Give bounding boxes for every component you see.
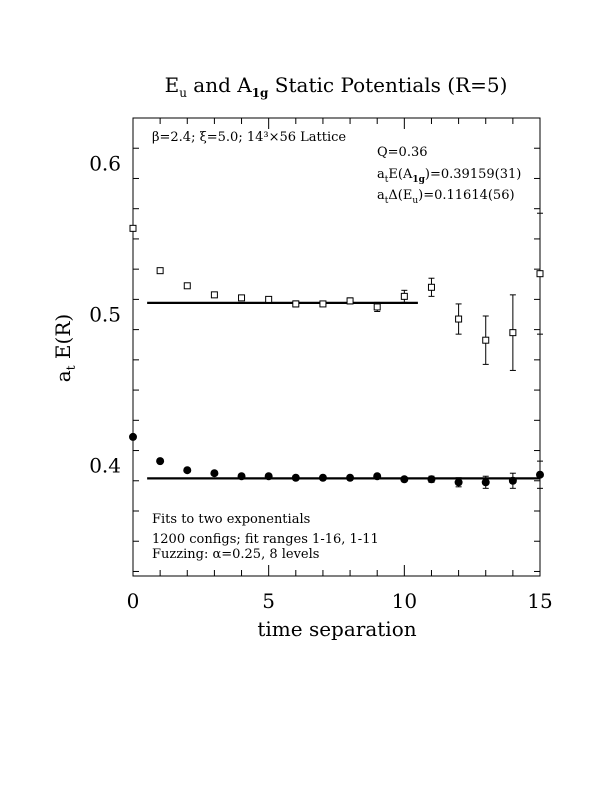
data-point-circle (291, 473, 300, 482)
energy-pre: a (377, 167, 385, 182)
data-point-circle (481, 478, 490, 487)
annotation-gap: atΔ(Eu)=0.11614(56) (377, 188, 515, 206)
data-point-circle (508, 476, 517, 485)
title-sub: u (179, 86, 187, 100)
data-point-circle (536, 470, 544, 479)
x-tick-label: 5 (262, 589, 275, 613)
ylabel-sub: t (64, 365, 78, 370)
data-point-square (183, 282, 191, 290)
x-axis-label: time separation (257, 617, 416, 641)
energy-sub: 1g (412, 175, 425, 185)
y-tick-label: 0.4 (89, 454, 121, 478)
axis-ticks: 0 5 10 15 0.4 0.5 0.6 (89, 117, 553, 613)
x-tick-label: 10 (392, 589, 417, 613)
data-point-square (373, 303, 381, 311)
gap-sub-t: t (385, 196, 389, 206)
ylabel-main: a (51, 370, 75, 382)
data-point-circle (183, 466, 192, 475)
data-point-square (346, 297, 354, 305)
y-axis-label: at E(R) (51, 314, 78, 382)
energy-val: )=0.39159(31) (425, 167, 521, 182)
chart-title: Eu and A1g Static Potentials (R=5) (165, 73, 508, 100)
data-point-square (509, 329, 517, 337)
data-point-square (482, 336, 490, 344)
data-point-circle (373, 472, 382, 481)
data-point-circle (237, 472, 246, 481)
energy-mid: E(A (388, 167, 413, 182)
data-point-circle (427, 475, 436, 484)
data-point-square (238, 294, 246, 302)
data-point-circle (400, 475, 409, 484)
data-point-square (210, 291, 218, 299)
y-tick-label: 0.6 (89, 151, 121, 175)
annotation-fit-note: Fits to two exponentials (152, 512, 310, 527)
data-marks (129, 212, 544, 489)
annotation-energy: atE(A1g)=0.39159(31) (377, 167, 521, 185)
gap-mid: Δ(E (388, 188, 412, 203)
gap-val: )=0.11614(56) (418, 188, 514, 203)
title-part: and A (187, 73, 252, 97)
title-sub: 1g (252, 86, 269, 100)
plot-frame (132, 117, 541, 577)
data-point-square (292, 300, 300, 308)
data-point-circle (210, 469, 219, 478)
data-point-circle (129, 432, 137, 441)
y-tick-label: 0.5 (89, 303, 121, 327)
annotation-lattice: β=2.4; ξ=5.0; 14³×56 Lattice (152, 130, 346, 145)
title-part: E (165, 73, 180, 97)
x-tick-label: 15 (527, 589, 552, 613)
fit-lines (147, 301, 540, 480)
data-point-circle (346, 473, 355, 482)
data-point-square (156, 267, 164, 275)
data-point-circle (454, 478, 463, 487)
data-point-square (265, 295, 273, 303)
data-point-circle (318, 473, 327, 482)
gap-pre: a (377, 188, 385, 203)
gap-sub: u (412, 196, 418, 206)
data-point-square (319, 300, 327, 308)
annotation-configs: 1200 configs; fit ranges 1-16, 1-11 (152, 532, 379, 547)
data-point-square (455, 315, 463, 323)
data-point-circle (264, 472, 273, 481)
data-point-square (536, 270, 544, 278)
data-point-circle (156, 457, 165, 466)
title-part: Static Potentials (R=5) (268, 73, 507, 97)
annotation-fuzzing: Fuzzing: α=0.25, 8 levels (152, 547, 319, 562)
x-tick-label: 0 (127, 589, 140, 613)
data-point-square (400, 292, 408, 300)
data-point-square (129, 224, 137, 232)
annotation-q: Q=0.36 (377, 145, 428, 160)
data-point-square (427, 283, 435, 291)
ylabel-rest: E(R) (51, 314, 75, 366)
energy-sub-t: t (385, 175, 389, 185)
